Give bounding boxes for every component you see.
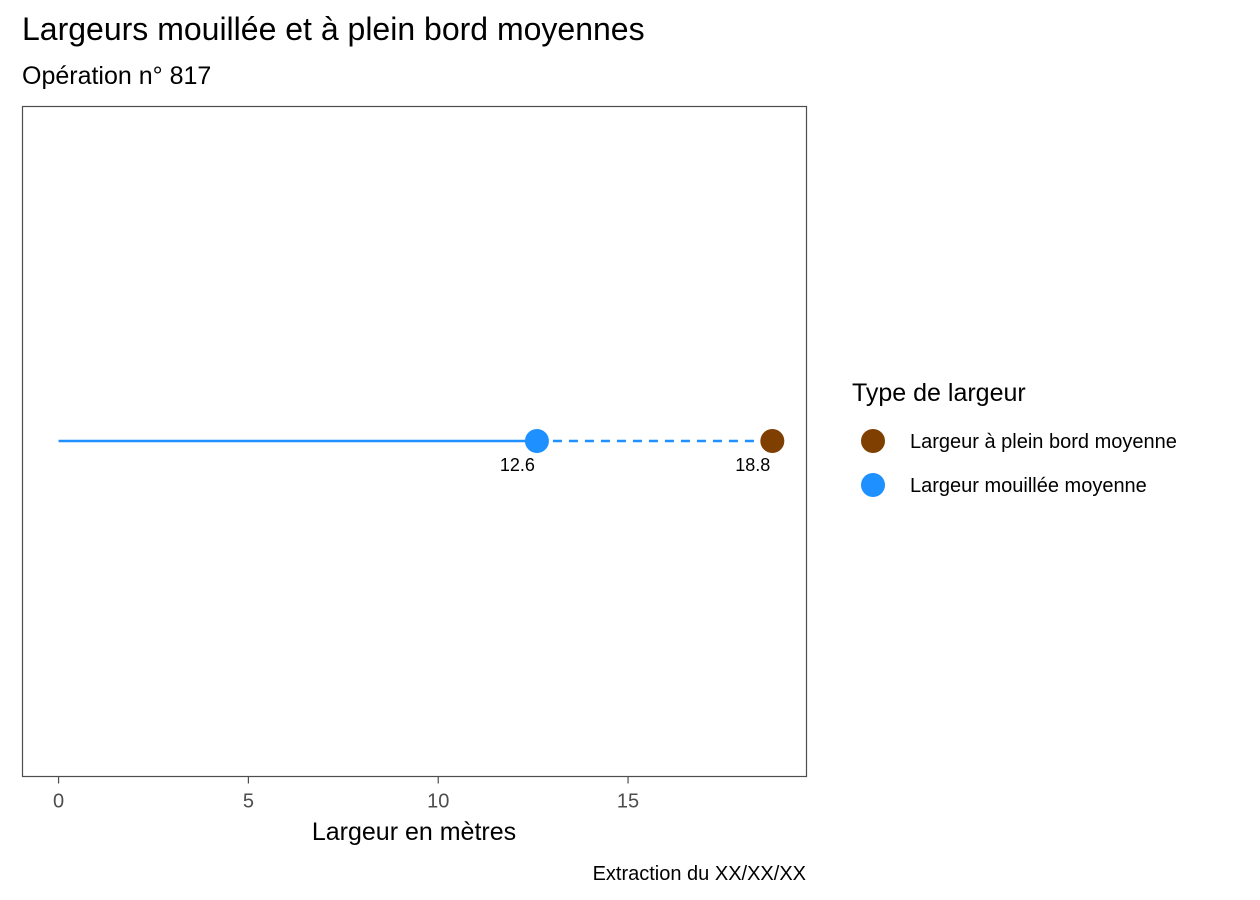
- x-tick-label: 10: [427, 791, 449, 813]
- legend: Largeur à plein bord moyenne Largeur moui…: [861, 429, 1177, 497]
- legend-key: [861, 429, 885, 453]
- x-tick-label: 5: [243, 791, 254, 813]
- x-axis-title: Largeur en mètres: [312, 818, 516, 846]
- chart-subtitle: Opération n° 817: [22, 62, 211, 90]
- legend-key: [861, 473, 885, 497]
- legend-label: Largeur à plein bord moyenne: [910, 431, 1177, 453]
- point-largeur-plein-bord: [760, 429, 785, 453]
- data-labels: 12.6 18.8: [500, 455, 770, 475]
- data-label: 18.8: [735, 455, 770, 475]
- x-tick-label: 15: [617, 791, 639, 813]
- legend-label: Largeur mouillée moyenne: [910, 475, 1147, 497]
- data-label: 12.6: [500, 455, 535, 475]
- x-tick-label: 0: [53, 791, 64, 813]
- data-points: [524, 429, 785, 453]
- chart-caption: Extraction du XX/XX/XX: [593, 863, 806, 885]
- x-axis: 0 5 10 15: [53, 776, 639, 813]
- chart-title: Largeurs mouillée et à plein bord moyenn…: [22, 11, 645, 47]
- legend-title: Type de largeur: [852, 379, 1026, 407]
- point-largeur-mouillee: [524, 429, 549, 453]
